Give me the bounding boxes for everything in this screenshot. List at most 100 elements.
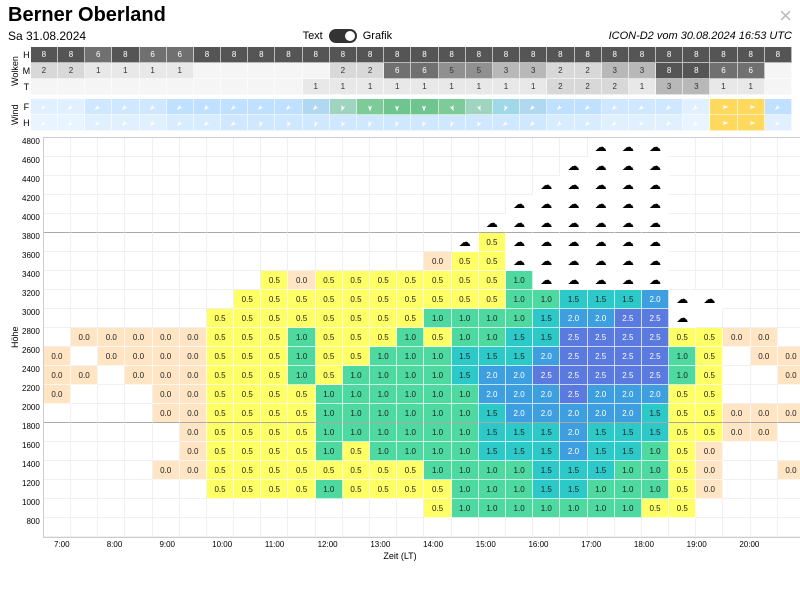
altitude-label: Höhe [8,137,22,538]
thermal-cell: 2.5 [642,347,669,366]
thermal-cell [696,214,723,233]
thermal-cell: 2.5 [642,328,669,347]
cloud-cell: 2 [330,63,357,79]
thermal-cell: 2.0 [560,309,587,328]
thermal-cell: 1.0 [397,366,424,385]
thermal-cell [669,252,696,271]
thermal-cell: 1.0 [560,499,587,518]
thermal-cell [261,214,288,233]
thermal-cell: 1.0 [397,423,424,442]
thermal-cell [397,499,424,518]
thermal-cell: 0.0 [180,347,207,366]
cloud-icon: ☁ [649,179,661,191]
cloud-icon: ☁ [595,236,607,248]
wind-cell [140,115,167,131]
cloud-icon: ☁ [595,217,607,229]
thermal-cell: ☁ [642,157,669,176]
thermal-cell [98,176,125,195]
thermal-cell: 1.5 [479,347,506,366]
thermal-cell [153,499,180,518]
thermal-cell [479,518,506,537]
x-tick: 18:00 [634,540,687,549]
thermal-cell [71,461,98,480]
thermal-cell: 0.0 [153,461,180,480]
thermal-cell: 0.5 [261,404,288,423]
wind-cell [520,99,547,115]
thermal-cell: 0.5 [234,328,261,347]
thermal-cell: ☁ [615,157,642,176]
close-icon[interactable]: × [779,5,792,27]
thermal-cell: 1.0 [424,347,451,366]
thermal-cell [751,157,778,176]
thermal-cell: ☁ [479,214,506,233]
thermal-cell [44,499,71,518]
x-tick: 7:00 [54,540,107,549]
thermal-cell: 0.0 [71,366,98,385]
thermal-cell [71,271,98,290]
view-toggle[interactable]: Text Grafik [303,29,393,43]
thermal-cell [125,499,152,518]
thermal-cell: ☁ [506,252,533,271]
wind-cell [520,115,547,131]
thermal-cell [125,138,152,157]
wind-cell [167,99,194,115]
thermal-cell: ☁ [642,214,669,233]
y-tick: 4600 [22,156,43,175]
thermal-cell: 2.0 [588,385,615,404]
x-tick: 20:00 [739,540,792,549]
thermal-cell [723,176,750,195]
thermal-cell [71,157,98,176]
thermal-cell: 0.5 [642,499,669,518]
thermal-cell [723,252,750,271]
thermal-cell [261,252,288,271]
thermal-cell: 1.0 [588,480,615,499]
thermal-cell [71,347,98,366]
cloud-icon: ☁ [649,160,661,172]
thermal-cell: 1.0 [452,442,479,461]
thermal-cell [153,138,180,157]
cloud-icon: ☁ [540,236,552,248]
thermal-cell [479,195,506,214]
thermal-cell [696,138,723,157]
thermal-cell: 1.0 [479,461,506,480]
cloud-cell: 8 [683,63,710,79]
thermal-cell: 1.0 [506,461,533,480]
thermal-cell: 2.0 [533,385,560,404]
wind-cell [248,99,275,115]
thermal-cell: 1.0 [615,480,642,499]
thermal-cell [125,252,152,271]
thermal-cell [98,195,125,214]
thermal-cell: ☁ [588,252,615,271]
thermal-cell: 0.5 [316,309,343,328]
thermal-cell: 0.5 [370,309,397,328]
thermal-cell: ☁ [560,157,587,176]
y-tick: 2600 [22,346,43,365]
thermal-cell: 0.5 [452,271,479,290]
wind-cell [275,115,302,131]
wind-cell [493,115,520,131]
thermal-cell [778,480,800,499]
thermal-cell [778,214,800,233]
cloud-icon: ☁ [622,217,634,229]
model-info: ICON-D2 vom 30.08.2024 16:53 UTC [609,30,792,42]
thermal-cell [288,499,315,518]
cloud-icon: ☁ [595,274,607,286]
thermal-cell [71,290,98,309]
thermal-cell [696,195,723,214]
thermal-cell: 0.0 [723,404,750,423]
thermal-cell: 0.0 [180,423,207,442]
wind-cell [738,99,765,115]
cloud-cell: 8 [710,47,737,63]
y-tick: 1400 [22,460,43,479]
cloud-cell: 1 [112,63,139,79]
thermal-cell: 0.5 [397,480,424,499]
toggle-switch[interactable] [329,29,357,43]
thermal-cell: 0.0 [44,347,71,366]
thermal-cell [370,233,397,252]
x-tick: 19:00 [687,540,740,549]
cloud-cell: 6 [140,47,167,63]
thermal-cell [234,271,261,290]
cloud-cell: 8 [112,47,139,63]
thermal-cell: 2.5 [615,309,642,328]
thermal-cell: 1.0 [533,290,560,309]
